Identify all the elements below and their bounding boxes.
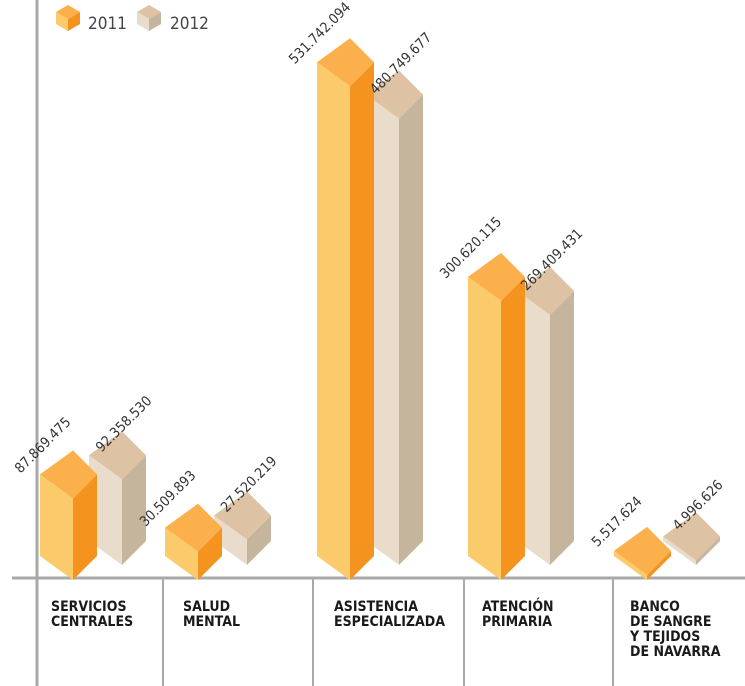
category-label: BANCO DE SANGRE Y TEJIDOS DE NAVARRA <box>629 599 721 660</box>
bar-side-face <box>73 474 97 580</box>
bar-2011-1 <box>165 503 222 580</box>
bar-2011-4 <box>614 526 671 580</box>
chart-axes <box>12 0 745 686</box>
bar-front-face <box>517 290 550 565</box>
category-label: SERVICIOS CENTRALES <box>51 599 133 630</box>
bar-2011-3 <box>468 252 525 580</box>
bar-front-face <box>468 276 501 580</box>
bar-2012-1 <box>214 491 271 565</box>
category-labels: SERVICIOS CENTRALES SALUD MENTAL ASISTENCIA E… <box>51 597 721 660</box>
category-label: ASISTENCIA ESPECIALIZADA <box>334 599 445 630</box>
bar-top-face <box>317 38 374 87</box>
bar-2012-2 <box>366 70 423 565</box>
legend-label-2012: 2012 <box>170 14 209 34</box>
bar-top-face <box>614 526 671 575</box>
bar-front-face <box>366 94 399 565</box>
chart-bars <box>40 38 720 580</box>
legend: 2011 2012 <box>56 5 209 34</box>
category-label: ATENCIÓN PRIMARIA <box>482 597 554 630</box>
bar-side-face <box>198 527 222 580</box>
bar-top-face <box>40 450 97 499</box>
bar-2012-0 <box>89 431 146 565</box>
bar-top-face <box>517 266 574 315</box>
bar-top-face <box>165 503 222 552</box>
bar-top-face <box>366 70 423 119</box>
bar-side-face <box>350 62 374 580</box>
bar-front-face <box>663 536 696 565</box>
legend-label-2011: 2011 <box>88 14 127 34</box>
bar-front-face <box>614 550 647 580</box>
bar-front-face <box>317 62 350 580</box>
bar-front-face <box>89 455 122 565</box>
bar-2011-2 <box>317 38 374 580</box>
bar-2011-0 <box>40 450 97 580</box>
legend-swatch-2012-icon <box>137 5 161 31</box>
bar-side-face <box>501 276 525 580</box>
bar-side-face <box>696 536 720 565</box>
bar-top-face <box>663 512 720 561</box>
category-label: SALUD MENTAL <box>183 599 240 630</box>
bar-side-face <box>647 550 671 580</box>
bar-2012-4 <box>663 512 720 565</box>
bar-2012-3 <box>517 266 574 565</box>
bar-front-face <box>40 474 73 580</box>
bar-side-face <box>122 455 146 565</box>
legend-swatch-2011-icon <box>56 5 80 31</box>
bar-front-face <box>165 527 198 580</box>
bar-top-face <box>468 252 525 301</box>
bar-top-face <box>214 491 271 540</box>
bar-side-face <box>550 290 574 565</box>
bar-side-face <box>399 94 423 565</box>
bar-top-face <box>89 431 146 480</box>
bar-front-face <box>214 515 247 565</box>
bar-side-face <box>247 515 271 565</box>
